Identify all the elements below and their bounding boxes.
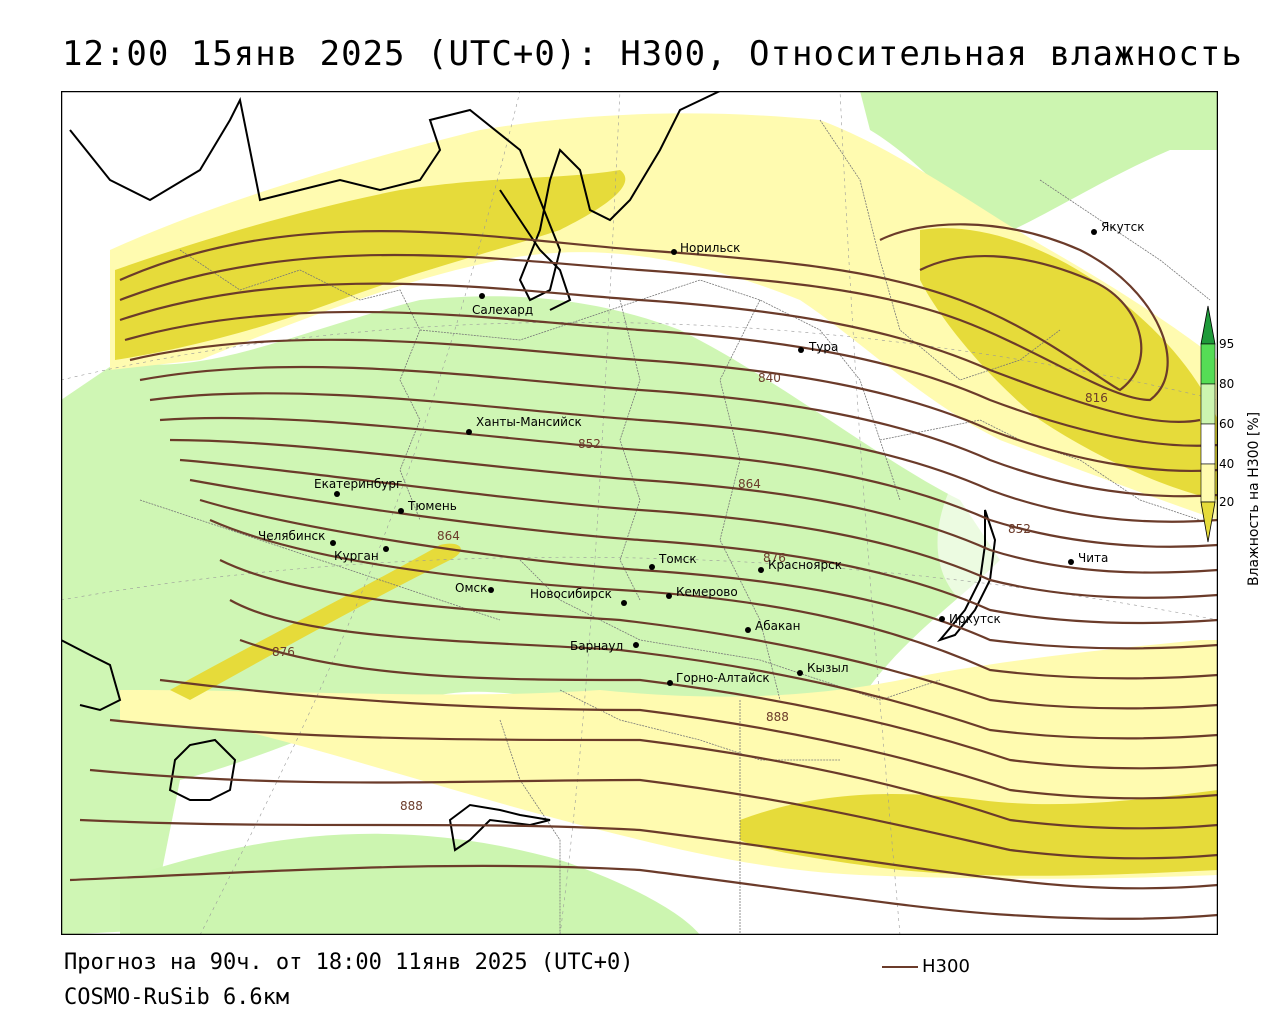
city-yekaterinburg: Екатеринбург (314, 477, 402, 497)
city-label: Горно-Алтайск (676, 671, 770, 685)
colorbar-tick: 40 (1219, 457, 1234, 471)
forecast-info: Прогноз на 90ч. от 18:00 11янв 2025 (UTC… (64, 950, 634, 975)
model-info: COSMO-RuSib 6.6км (64, 985, 290, 1010)
coastlines (61, 91, 997, 852)
city-label: Курган (334, 549, 379, 563)
contour-label: 852 (578, 437, 601, 451)
colorbar-tick: 95 (1219, 337, 1234, 351)
contour-label: 888 (766, 710, 789, 724)
arctic-coast (69, 91, 721, 302)
city-novosibirsk: Новосибирск (530, 587, 627, 606)
contour-label: 852 (1008, 522, 1031, 536)
city-kyzyl: Кызыл (797, 661, 849, 676)
city-barnaul: Барнаул (570, 639, 639, 653)
colorbar-top-arrow (1200, 305, 1216, 345)
city-label: Салехард (472, 303, 533, 317)
city-label: Норильск (680, 241, 740, 255)
colorbar-tick: 80 (1219, 377, 1234, 391)
contour-label: 864 (738, 477, 761, 491)
city-salekhard: Салехард (472, 293, 533, 317)
city-label: Кемерово (676, 585, 738, 599)
city-norilsk: Норильск (671, 241, 740, 255)
city-tura: Тура (798, 340, 838, 354)
city-label: Тура (808, 340, 838, 354)
contour-label: 840 (758, 371, 781, 385)
city-yakutsk: Якутск (1091, 220, 1145, 235)
black-sea-edge (61, 639, 122, 712)
colorbar-seg-80-95 (1200, 343, 1216, 385)
humid-zone-green-east (860, 91, 1218, 240)
lake-baikal (936, 509, 997, 643)
contour-label: 876 (763, 551, 786, 565)
city-label: Барнаул (570, 639, 623, 653)
city-label: Челябинск (258, 529, 325, 543)
city-tomsk: Томск (649, 552, 697, 570)
dry-zone-dark-north (115, 170, 626, 360)
colorbar-label: Влажность на H300 [%] (1246, 411, 1262, 586)
city-markers: Якутск Норильск Салехард Тура Ханты-Манс… (258, 220, 1145, 686)
line-legend-label: H300 (922, 956, 970, 977)
city-label: Кызыл (807, 661, 849, 675)
city-label: Томск (658, 552, 697, 566)
city-tyumen: Тюмень (398, 499, 457, 514)
city-label: Абакан (755, 619, 800, 633)
aral-sea (448, 803, 551, 852)
city-kemerovo: Кемерово (666, 585, 738, 599)
map-frame (61, 91, 1218, 935)
colorbar-seg-60-80 (1200, 383, 1216, 425)
city-kurgan: Курган (334, 546, 389, 563)
city-label: Иркутск (949, 612, 1001, 626)
colorbar-seg-20-40 (1200, 463, 1216, 503)
weather-map: 816 840 852 864 864 876 876 852 888 888 … (61, 91, 1218, 935)
region-borders (139, 119, 1211, 935)
city-abakan: Абакан (745, 619, 800, 633)
city-label: Тюмень (407, 499, 457, 513)
city-omsk: Омск (455, 581, 494, 595)
yamal-peninsula (499, 189, 572, 311)
city-khanty-mansiysk: Ханты-Мансийск (466, 415, 582, 435)
city-label: Омск (455, 581, 487, 595)
dry-zone-dark-east (920, 228, 1218, 500)
dry-zone-dark-south (740, 790, 1218, 876)
city-label: Красноярск (768, 558, 842, 572)
contour-label: 888 (400, 799, 423, 813)
city-label: Новосибирск (530, 587, 612, 601)
contour-label: 864 (437, 529, 460, 543)
city-chelyabinsk: Челябинск (258, 529, 336, 546)
city-label: Ханты-Мансийск (476, 415, 582, 429)
caspian-sea (168, 738, 237, 801)
city-label: Екатеринбург (314, 477, 402, 491)
city-label: Якутск (1101, 220, 1145, 234)
h300-contours (69, 223, 1218, 920)
h300-line-swatch (882, 966, 918, 968)
city-gorno-altaysk: Горно-Алтайск (667, 671, 770, 686)
humid-zone-south-green (120, 833, 700, 935)
colorbar-tick: 60 (1219, 417, 1234, 431)
city-irkutsk: Иркутск (939, 612, 1001, 626)
city-krasnoyarsk: Красноярск (758, 558, 842, 573)
map-title: 12:00 15янв 2025 (UTC+0): H300, Относите… (62, 34, 1243, 74)
city-chita: Чита (1068, 551, 1108, 565)
humidity-colorbar: 95 80 60 40 20 (1200, 305, 1234, 543)
graticule (61, 91, 1218, 935)
humidity-shading (61, 91, 1218, 935)
contour-label: 876 (272, 645, 295, 659)
colorbar-tick: 20 (1219, 495, 1234, 509)
colorbar-bottom-arrow (1200, 501, 1216, 543)
contour-label: 816 (1085, 391, 1108, 405)
line-legend: H300 (882, 956, 970, 977)
city-label: Чита (1078, 551, 1108, 565)
contour-label-group: 816 840 852 864 864 876 876 852 888 888 (272, 371, 1108, 813)
humid-zone-green (61, 296, 1000, 935)
colorbar-seg-40-60 (1200, 423, 1216, 465)
